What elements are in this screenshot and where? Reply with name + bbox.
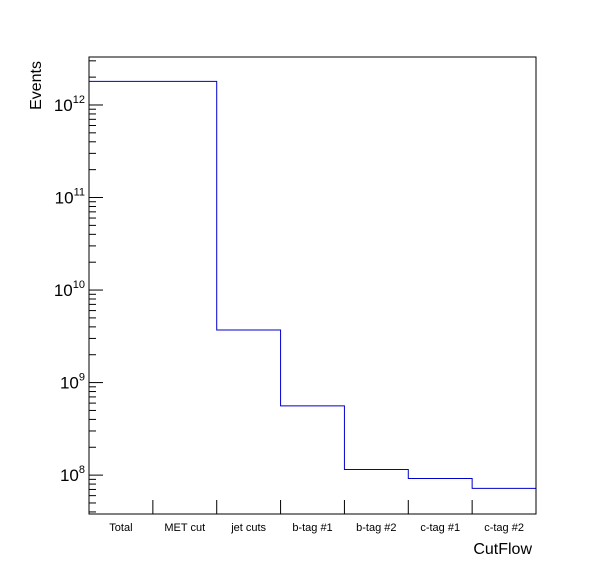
y-axis-title: Events [28,61,45,110]
y-tick-label: 109 [60,372,85,393]
y-axis-ticks [89,61,103,512]
x-tick-label: b-tag #1 [292,522,332,534]
y-tick-label: 1010 [54,279,85,300]
x-tick-label: b-tag #2 [356,522,396,534]
y-axis-tick-labels: 108 109 1010 1011 1012 [54,94,85,485]
y-tick-label: 108 [60,464,85,485]
y-tick-label: 1011 [55,187,85,208]
x-tick-label: MET cut [164,522,205,534]
x-tick-label: c-tag #1 [420,522,460,534]
x-tick-label: Total [109,522,132,534]
x-tick-label: jet cuts [230,522,266,534]
x-axis-title: CutFlow [473,541,532,558]
y-tick-label: 1012 [54,94,85,115]
x-axis-tick-labels: Total MET cut jet cuts b-tag #1 b-tag #2 c-ta… [109,522,524,534]
plot-frame [89,57,536,514]
x-axis-ticks [153,500,472,514]
x-tick-label: c-tag #2 [484,522,524,534]
histogram-line [89,81,536,488]
histogram-series [89,81,536,488]
